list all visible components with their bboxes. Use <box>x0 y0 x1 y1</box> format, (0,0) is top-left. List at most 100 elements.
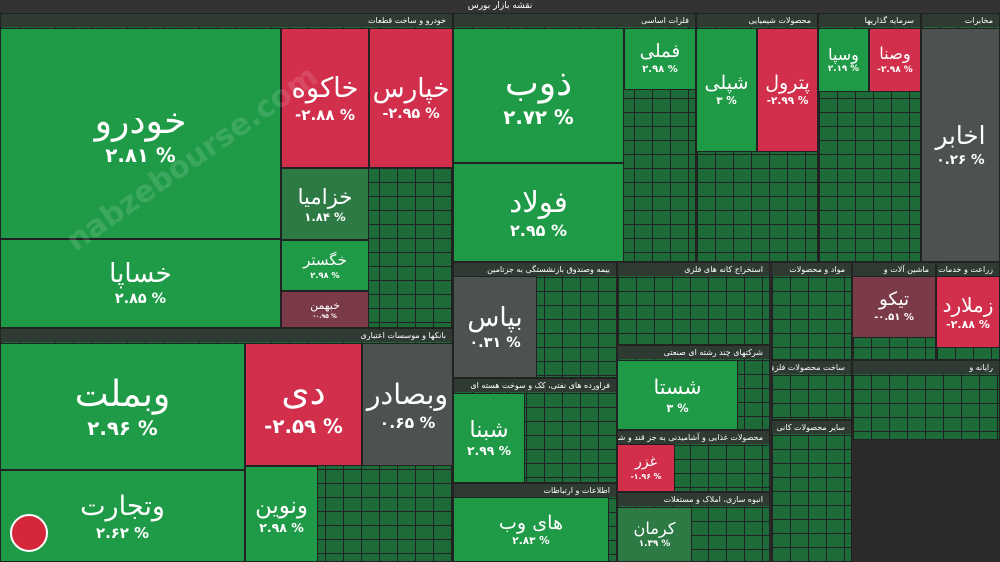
sector-title: شرکتهای چند رشته ای صنعتی <box>618 346 769 359</box>
tile-name: خبهمن <box>310 298 340 312</box>
tile-name: ذوب <box>504 62 573 104</box>
tile: پترول -۲.۹۹ % <box>757 28 818 152</box>
sector: استخراج کانه های فلزی <box>617 262 770 345</box>
tile-value: ۳ % <box>716 95 737 108</box>
tile: خبهمن -۰.۹۵ % <box>281 291 369 328</box>
tile-value: ۲.۸۱ % <box>105 143 176 167</box>
tile-value: ۱.۸۴ % <box>304 209 346 224</box>
sector: مواد و محصولات <box>771 262 852 360</box>
tile: خساپا ۲.۸۵ % <box>0 239 281 328</box>
tile-name: وصنا <box>879 44 911 64</box>
sector-title: سرمایه گذاریها <box>819 14 920 27</box>
sector-title: خودرو و ساخت قطعات <box>1 14 452 27</box>
tile: وبصادر ۰.۶۵ % <box>362 343 453 466</box>
tile-name: شبنا <box>469 417 509 444</box>
tile-name: پترول <box>765 71 810 94</box>
tile-value: -۱.۹۶ % <box>630 471 662 481</box>
sector-title: بیمه وصندوق بازنشستگی به جزتامین <box>454 263 616 276</box>
tile-value: ۳ % <box>666 400 689 415</box>
tile: شپلی ۳ % <box>696 28 757 152</box>
tile-name: وبملت <box>74 373 171 415</box>
tile: خگستر ۲.۹۸ % <box>281 240 369 291</box>
sector: ساخت محصولات فلزی <box>771 360 852 420</box>
tile-name: فملی <box>639 41 681 63</box>
tile-name: ونوین <box>255 492 308 519</box>
tile: فولاد ۲.۹۵ % <box>453 163 624 262</box>
sector-title: فراورده های نفتی، کک و سوخت هسته ای <box>454 379 616 392</box>
tile-name: دی <box>281 371 326 413</box>
sector-title: ساخت محصولات فلزی <box>772 361 851 374</box>
tile: خزامیا ۱.۸۴ % <box>281 168 369 240</box>
tile: وبملت ۲.۹۶ % <box>0 343 245 470</box>
tile: دی -۲.۵۹ % <box>245 343 362 466</box>
chart-title: نقشه بازار بورس <box>0 0 1000 13</box>
tile: شستا ۳ % <box>617 360 738 430</box>
tile: های وب ۲.۸۳ % <box>453 497 609 562</box>
tile: خودرو ۲.۸۱ % <box>0 28 281 239</box>
tile: شبنا ۲.۹۹ % <box>453 393 525 483</box>
tile-value: ۲.۹۶ % <box>87 416 158 440</box>
tile-value: ۲.۹۹ % <box>466 444 511 459</box>
sector-title: استخراج کانه های فلزی <box>618 263 769 276</box>
sector-title: بانکها و موسسات اعتباری <box>1 329 452 342</box>
sector-title: انبوه سازی، املاک و مستغلات <box>618 493 769 506</box>
tile-name: های وب <box>498 510 564 534</box>
tile: کرمان ۱.۳۹ % <box>617 507 692 562</box>
tile-value: ۲.۸۳ % <box>512 534 550 547</box>
tile: فملی ۲.۹۸ % <box>624 28 696 90</box>
tile-value: ۰.۶۵ % <box>379 412 436 432</box>
tile: تیکو -۰.۵۱ % <box>852 276 936 338</box>
tile-value: ۲.۹۵ % <box>510 220 567 240</box>
tile-name: خگستر <box>303 250 347 269</box>
tile-name: بپاس <box>467 302 523 333</box>
tile-name: زملارد <box>942 292 994 317</box>
tile: غزر -۱.۹۶ % <box>617 444 675 492</box>
sector-title: محصولات غذایی و آشامیدنی به جز قند و شکر <box>618 431 769 444</box>
sector-title: زراعت و خدمات <box>937 263 999 276</box>
tile: وصنا -۲.۹۸ % <box>869 28 921 92</box>
sector-title: فلزات اساسی <box>454 14 695 27</box>
tile-name: تیکو <box>878 289 910 311</box>
tile: اخابر ۰.۲۶ % <box>921 28 1000 262</box>
tile-value: -۲.۹۸ % <box>877 64 913 75</box>
tile-value: ۲.۹۸ % <box>310 269 340 280</box>
sector-title: اطلاعات و ارتباطات <box>454 484 616 497</box>
tile-name: وبصادر <box>366 377 449 411</box>
tile-value: -۲.۵۹ % <box>264 414 343 438</box>
tile-name: اخابر <box>935 121 986 151</box>
tile-value: -۲.۸۸ % <box>294 105 356 124</box>
tile-name: خودرو <box>94 100 187 142</box>
tile-name: فولاد <box>509 185 568 220</box>
tile-name: شستا <box>653 375 702 400</box>
tile-value: ۲.۹۸ % <box>259 520 304 536</box>
tile-value: -۰.۵۱ % <box>874 312 914 324</box>
tile-value: ۲.۶۲ % <box>96 523 149 542</box>
tile-value: ۲.۹۸ % <box>642 64 678 76</box>
tile: ونوین ۲.۹۸ % <box>245 466 318 562</box>
tile-name: غزر <box>635 454 657 471</box>
tile: ذوب ۲.۷۲ % <box>453 28 624 163</box>
tile-value: ۲.۸۵ % <box>114 290 167 307</box>
tile: خاکوه -۲.۸۸ % <box>281 28 369 168</box>
tile-name: خپارس <box>372 73 450 104</box>
tile-name: خساپا <box>109 259 172 290</box>
tile-name: شپلی <box>704 71 749 94</box>
tile-value: ۲.۱۹ % <box>827 64 860 75</box>
tile-value: ۲.۷۲ % <box>503 105 574 129</box>
tile-name: خاکوه <box>291 72 359 105</box>
sector-title: مواد و محصولات <box>772 263 851 276</box>
tile-value: ۰.۲۶ % <box>936 151 985 168</box>
sector: سایر محصولات کانی <box>771 420 852 562</box>
sector-title: سایر محصولات کانی <box>772 421 851 434</box>
logo <box>10 514 48 552</box>
tile-value: -۲.۹۹ % <box>766 95 809 108</box>
tile-value: ۱.۳۹ % <box>638 539 671 550</box>
sector-title: ماشین آلات و <box>853 263 935 276</box>
tile: خپارس -۲.۹۵ % <box>369 28 453 168</box>
tile-value: ۰.۳۱ % <box>469 335 521 352</box>
sector-title: رایانه و <box>853 361 999 374</box>
tile-name: کرمان <box>633 518 676 538</box>
tile-name: وتجارت <box>80 490 165 522</box>
tile-name: خزامیا <box>297 183 353 209</box>
